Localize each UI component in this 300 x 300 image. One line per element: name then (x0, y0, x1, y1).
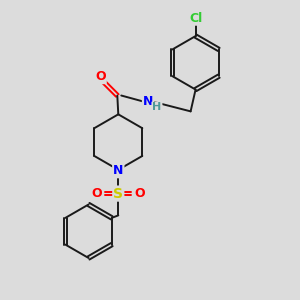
Text: N: N (113, 164, 124, 177)
Text: Cl: Cl (189, 12, 202, 25)
Text: O: O (135, 187, 146, 200)
Text: N: N (143, 95, 153, 108)
Text: O: O (91, 187, 102, 200)
Text: S: S (113, 187, 123, 201)
Text: H: H (152, 102, 162, 112)
Text: O: O (95, 70, 106, 83)
